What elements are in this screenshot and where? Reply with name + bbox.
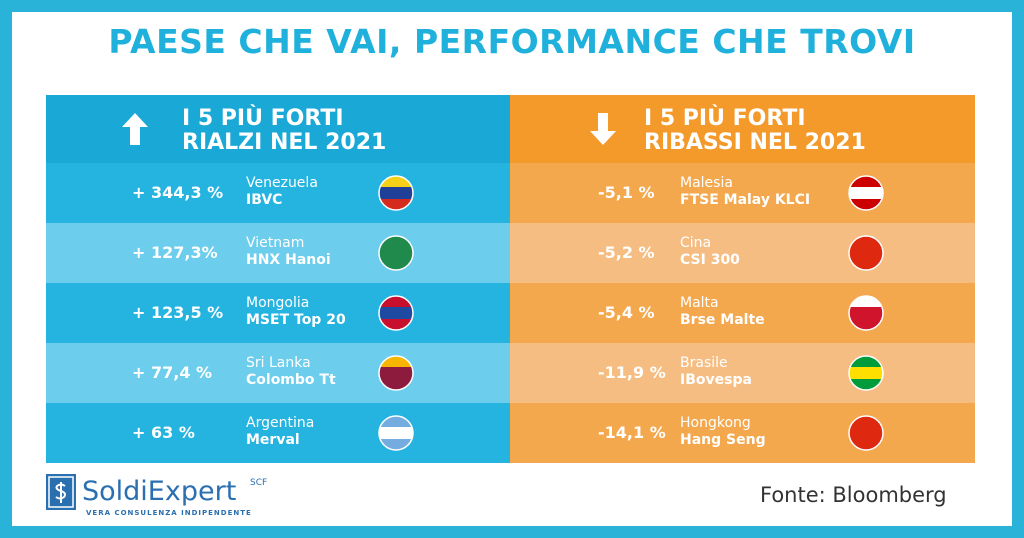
performance: -5,1 % bbox=[598, 183, 655, 202]
index-name: Colombo Tt bbox=[246, 372, 336, 388]
country: Hongkong bbox=[680, 415, 751, 431]
performance: -11,9 % bbox=[598, 363, 666, 382]
index-name: MSET Top 20 bbox=[246, 312, 346, 328]
table-row: -11,9 % Brasile IBovespa bbox=[510, 343, 975, 403]
table-row: + 63 % Argentina Merval bbox=[46, 403, 511, 463]
performance: + 344,3 % bbox=[132, 183, 224, 202]
panel: I 5 PIÙ FORTI RIBASSI NEL 2021 -5,1 % Males… bbox=[510, 95, 975, 463]
performance: + 127,3% bbox=[132, 243, 218, 262]
country: Sri Lanka bbox=[246, 355, 311, 371]
performance: -5,2 % bbox=[598, 243, 655, 262]
index-name: Brse Malte bbox=[680, 312, 765, 328]
flag bbox=[378, 415, 414, 451]
table-row: + 77,4 % Sri Lanka Colombo Tt bbox=[46, 343, 511, 403]
table-row: -14,1 % Hongkong Hang Seng bbox=[510, 403, 975, 463]
flag bbox=[848, 295, 884, 331]
index-name: HNX Hanoi bbox=[246, 252, 331, 268]
panel: I 5 PIÙ FORTI RIALZI NEL 2021 + 344,3 % Ven… bbox=[46, 95, 511, 463]
flag bbox=[378, 355, 414, 391]
panel-heading: I 5 PIÙ FORTI bbox=[182, 106, 344, 131]
country: Venezuela bbox=[246, 175, 318, 191]
country: Malesia bbox=[680, 175, 733, 191]
performance: + 123,5 % bbox=[132, 303, 224, 322]
flag bbox=[378, 175, 414, 211]
performance: + 63 % bbox=[132, 423, 195, 442]
brand: SoldiExpert bbox=[82, 476, 237, 507]
brand-suffix: SCF bbox=[250, 478, 268, 488]
panel-header: I 5 PIÙ FORTI RIBASSI NEL 2021 bbox=[510, 95, 975, 163]
flag bbox=[848, 175, 884, 211]
title: PAESE CHE VAI, PERFORMANCE CHE TROVI bbox=[108, 22, 916, 61]
country: Vietnam bbox=[246, 235, 305, 251]
table-row: + 123,5 % Mongolia MSET Top 20 bbox=[46, 283, 511, 343]
index-name: CSI 300 bbox=[680, 252, 740, 268]
flag bbox=[848, 355, 884, 391]
panel-heading: RIALZI NEL 2021 bbox=[182, 130, 387, 155]
table-row: -5,4 % Malta Brse Malte bbox=[510, 283, 975, 343]
panel-heading: I 5 PIÙ FORTI bbox=[644, 106, 806, 131]
flag bbox=[378, 235, 414, 271]
country: Cina bbox=[680, 235, 712, 251]
country: Argentina bbox=[246, 415, 315, 431]
panel-heading: RIBASSI NEL 2021 bbox=[644, 130, 866, 155]
country: Malta bbox=[680, 295, 719, 311]
table-row: + 127,3% Vietnam HNX Hanoi bbox=[46, 223, 511, 283]
index-name: Hang Seng bbox=[680, 432, 766, 448]
logo-icon bbox=[46, 474, 76, 510]
table-row: + 344,3 % Venezuela IBVC bbox=[46, 163, 511, 223]
table-row: -5,1 % Malesia FTSE Malay KLCI bbox=[510, 163, 975, 223]
flag bbox=[848, 235, 884, 271]
flag bbox=[848, 415, 884, 451]
index-name: IBovespa bbox=[680, 372, 752, 388]
performance: -14,1 % bbox=[598, 423, 666, 442]
arrow-icon bbox=[122, 113, 148, 145]
tagline: VERA CONSULENZA INDIPENDENTE bbox=[86, 509, 252, 517]
performance: + 77,4 % bbox=[132, 363, 213, 382]
index-name: Merval bbox=[246, 432, 300, 448]
panel-header: I 5 PIÙ FORTI RIALZI NEL 2021 bbox=[46, 95, 511, 163]
flag bbox=[378, 295, 414, 331]
country: Mongolia bbox=[246, 295, 310, 311]
index-name: IBVC bbox=[246, 192, 283, 208]
country: Brasile bbox=[680, 355, 728, 371]
source: Fonte: Bloomberg bbox=[760, 483, 947, 507]
performance: -5,4 % bbox=[598, 303, 655, 322]
table-row: -5,2 % Cina CSI 300 bbox=[510, 223, 975, 283]
arrow-icon bbox=[590, 113, 616, 145]
index-name: FTSE Malay KLCI bbox=[680, 192, 811, 208]
